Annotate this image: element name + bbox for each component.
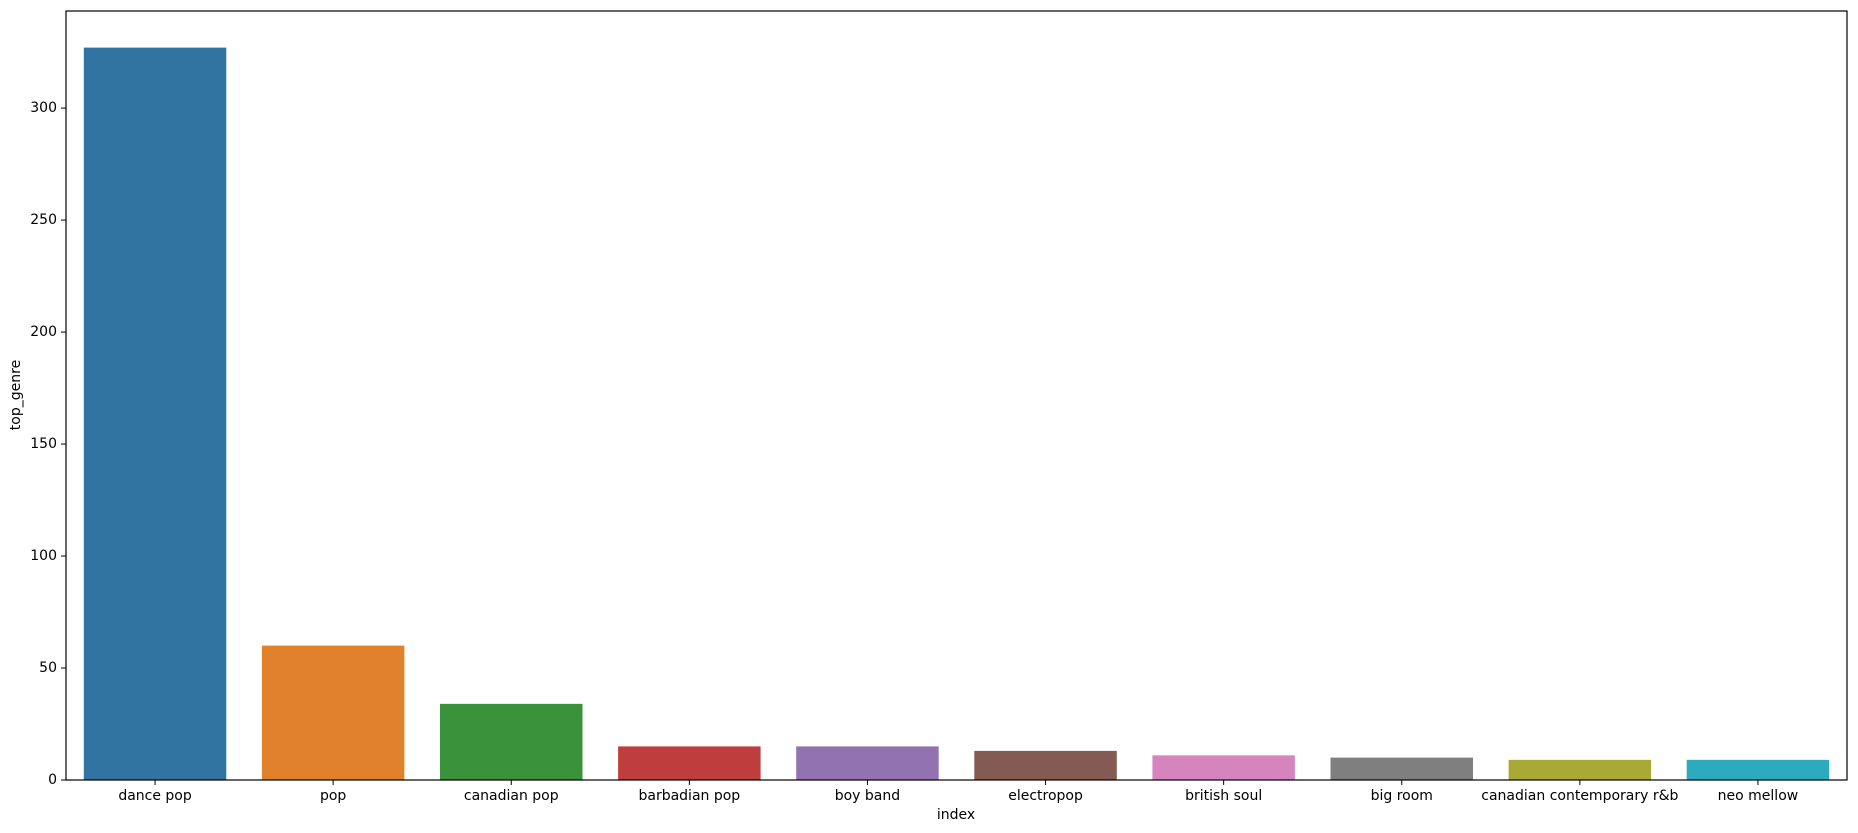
x-tick-label: british soul <box>1185 788 1262 804</box>
y-tick-label: 300 <box>30 100 57 116</box>
bar <box>440 703 583 780</box>
y-tick-label: 100 <box>30 548 57 564</box>
x-tick-label: canadian pop <box>464 788 559 804</box>
y-tick-label: 150 <box>30 436 57 452</box>
x-tick-label: big room <box>1371 788 1433 804</box>
x-tick-label: pop <box>320 788 346 804</box>
x-tick-label: dance pop <box>118 788 192 804</box>
bar <box>1152 755 1295 780</box>
y-tick-label: 50 <box>39 660 57 676</box>
bar <box>618 746 761 780</box>
x-tick-label: boy band <box>835 788 900 804</box>
y-tick-label: 0 <box>48 772 57 788</box>
y-axis-label: top_genre <box>8 360 24 430</box>
bar <box>83 47 227 781</box>
x-tick-label: canadian contemporary r&b <box>1481 788 1678 804</box>
y-tick-label: 200 <box>30 324 57 340</box>
bar <box>974 750 1117 780</box>
bar <box>1686 759 1830 780</box>
x-axis-label: index <box>937 807 975 823</box>
x-tick-label: electropop <box>1008 788 1083 804</box>
y-tick-label: 250 <box>30 212 57 228</box>
bar <box>796 746 939 780</box>
bar <box>1330 757 1473 780</box>
bar <box>1508 759 1652 780</box>
x-tick-label: barbadian pop <box>638 788 740 804</box>
plot-frame <box>65 10 1848 781</box>
bar <box>261 645 405 780</box>
x-tick-label: neo mellow <box>1718 788 1799 804</box>
